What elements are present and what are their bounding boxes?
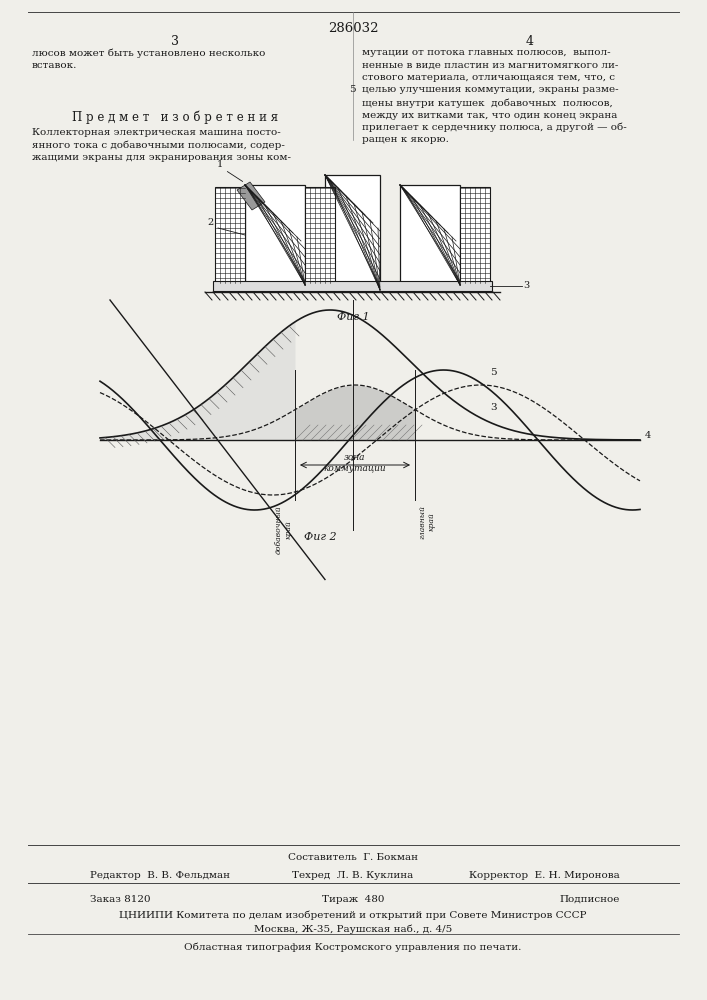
Text: 286032: 286032 <box>328 22 378 35</box>
Bar <box>305 187 335 283</box>
Bar <box>213 281 492 291</box>
Text: щены внутри катушек  добавочных  полюсов,: щены внутри катушек добавочных полюсов, <box>362 98 613 107</box>
Text: янного тока с добавочными полюсами, содер-: янного тока с добавочными полюсами, соде… <box>32 140 285 150</box>
Text: прилегает к сердечнику полюса, а другой — об-: прилегает к сердечнику полюса, а другой … <box>362 123 626 132</box>
Text: добавочный
край: добавочный край <box>275 505 292 554</box>
Bar <box>400 185 460 285</box>
Text: зона: зона <box>344 453 366 462</box>
Text: 3: 3 <box>490 403 496 412</box>
Text: главный
край: главный край <box>418 505 436 539</box>
Text: 1: 1 <box>217 160 223 169</box>
Text: жащими экраны для экранирования зоны ком-: жащими экраны для экранирования зоны ком… <box>32 153 291 162</box>
Text: Коллекторная электрическая машина посто-: Коллекторная электрическая машина посто- <box>32 128 281 137</box>
Text: 4: 4 <box>645 431 651 440</box>
Text: ненные в виде пластин из магнитомягкого ли-: ненные в виде пластин из магнитомягкого … <box>362 60 619 70</box>
Text: 5: 5 <box>349 86 356 95</box>
Text: ЦНИИПИ Комитета по делам изобретений и открытий при Совете Министров СССР: ЦНИИПИ Комитета по делам изобретений и о… <box>119 910 587 920</box>
Text: Москва, Ж-35, Раушская наб., д. 4/5: Москва, Ж-35, Раушская наб., д. 4/5 <box>254 924 452 934</box>
Text: мутации от потока главных полюсов,  выпол-: мутации от потока главных полюсов, выпол… <box>362 48 611 57</box>
Text: Областная типография Костромского управления по печати.: Областная типография Костромского управл… <box>185 942 522 952</box>
Text: 3: 3 <box>523 281 530 290</box>
Text: 4: 4 <box>526 35 534 48</box>
Text: Корректор  Е. Н. Миронова: Корректор Е. Н. Миронова <box>469 871 620 880</box>
Text: стового материала, отличающаяся тем, что, с: стового материала, отличающаяся тем, что… <box>362 73 615 82</box>
Text: Техред  Л. В. Куклина: Техред Л. В. Куклина <box>293 871 414 880</box>
Text: Фиг 2: Фиг 2 <box>304 532 337 542</box>
Text: Редактор  В. В. Фельдман: Редактор В. В. Фельдман <box>90 871 230 880</box>
Text: 2: 2 <box>207 218 213 227</box>
Text: 3: 3 <box>171 35 179 48</box>
Text: целью улучшения коммутации, экраны разме-: целью улучшения коммутации, экраны разме… <box>362 86 619 95</box>
Text: Тираж  480: Тираж 480 <box>322 895 384 904</box>
Bar <box>460 187 490 283</box>
Bar <box>215 187 245 283</box>
Polygon shape <box>237 182 265 210</box>
Bar <box>245 185 305 285</box>
Text: коммутации: коммутации <box>324 464 386 473</box>
Bar <box>325 175 380 290</box>
Text: 5: 5 <box>490 368 496 377</box>
Text: вставок.: вставок. <box>32 60 77 70</box>
Text: Заказ 8120: Заказ 8120 <box>90 895 151 904</box>
Text: между их витками так, что один конец экрана: между их витками так, что один конец экр… <box>362 110 617 119</box>
Text: ращен к якорю.: ращен к якорю. <box>362 135 449 144</box>
Text: П р е д м е т   и з о б р е т е н и я: П р е д м е т и з о б р е т е н и я <box>72 110 278 123</box>
Text: люсов может быть установлено несколько: люсов может быть установлено несколько <box>32 48 265 57</box>
Text: Подписное: Подписное <box>560 895 620 904</box>
Text: Фиг 1: Фиг 1 <box>337 312 369 322</box>
Text: Составитель  Г. Бокман: Составитель Г. Бокман <box>288 853 418 862</box>
